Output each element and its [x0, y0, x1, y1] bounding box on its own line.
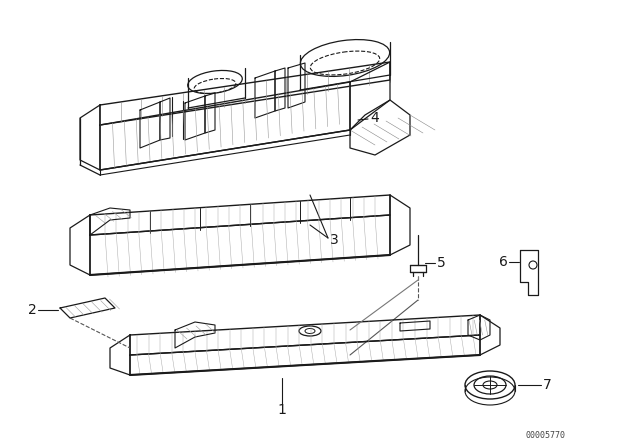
Text: 1: 1 — [278, 403, 287, 417]
Text: 2: 2 — [28, 303, 36, 317]
Text: 6: 6 — [499, 255, 508, 269]
Text: 00005770: 00005770 — [525, 431, 565, 440]
Text: 5: 5 — [437, 256, 445, 270]
Text: 7: 7 — [543, 378, 552, 392]
Text: 3: 3 — [330, 233, 339, 247]
Text: 4: 4 — [370, 111, 379, 125]
